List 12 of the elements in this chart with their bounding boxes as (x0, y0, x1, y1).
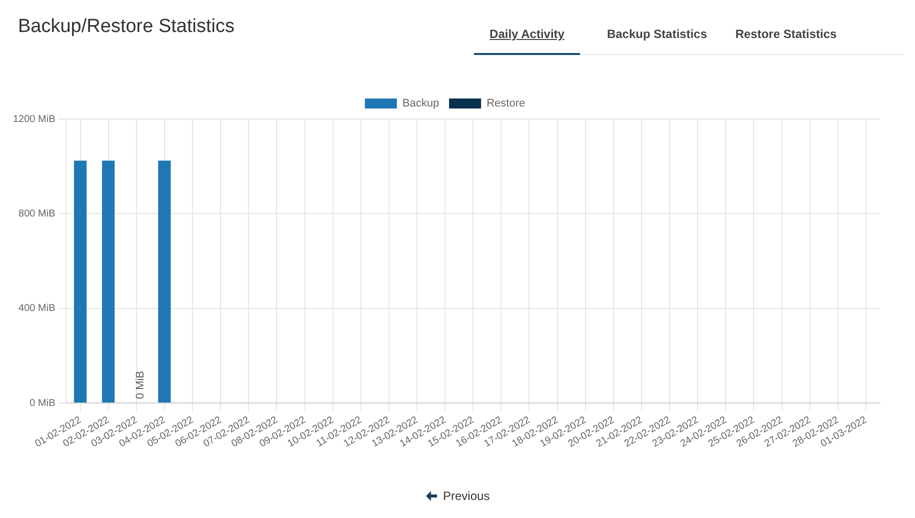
y-tick-label: 0 MiB (30, 398, 56, 409)
text: Daily Activity (474, 22, 580, 55)
chart-title: Backup/Restore Statistics (18, 16, 234, 38)
y-tick-label: 800 MiB (18, 208, 56, 220)
text: Previous (443, 489, 490, 503)
legend-label: Restore (486, 98, 526, 110)
data-label: 0 MiB (134, 370, 146, 400)
y-tick-label: 400 MiB (18, 303, 56, 314)
legend-label: Backup (402, 98, 440, 110)
text: Restore Statistics (734, 26, 838, 43)
y-tick-label: 1200 MiB (12, 114, 56, 125)
text: Backup Statistics (606, 26, 708, 43)
